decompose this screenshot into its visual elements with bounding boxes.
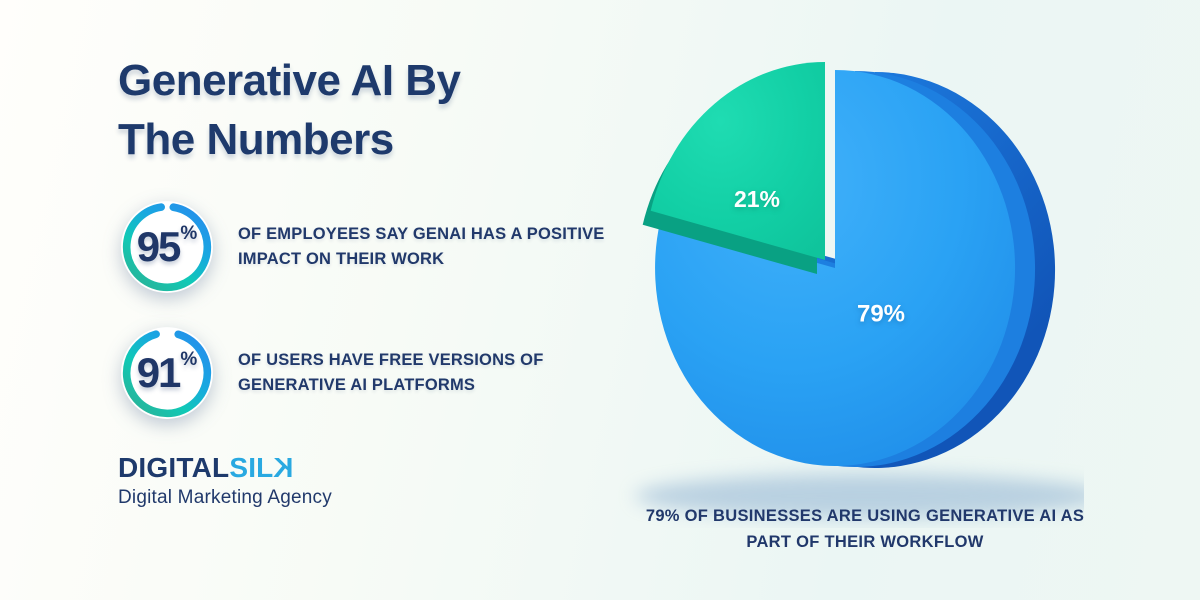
progress-ring-icon: [121, 201, 213, 293]
brand-tagline: Digital Marketing Agency: [118, 487, 332, 508]
pie-chart-graphic: 79% 21%: [635, 62, 1105, 518]
page-title-line-1: Generative AI By: [118, 56, 461, 105]
pie-chart: 79% 21%: [612, 16, 1105, 528]
svg-text:79%: 79%: [857, 300, 905, 327]
brand-name-secondary: SILK: [229, 452, 294, 483]
stat-row-users: 91 % OF USERS HAVE FREE VERSIONS OF GENE…: [118, 324, 623, 422]
percent-sign: %: [180, 223, 198, 244]
brand-name: DIGITALSILK: [118, 452, 332, 484]
stat-ring-95: 95 %: [118, 198, 216, 296]
brand-name-primary: DIGITAL: [118, 452, 230, 483]
stat-row-employees: 95 % OF EMPLOYEES SAY GENAI HAS A POSITI…: [118, 198, 623, 296]
svg-text:21%: 21%: [734, 186, 780, 212]
brand-name-secondary-text: SIL: [229, 452, 274, 483]
stat-value-95: 95 %: [118, 198, 216, 296]
stat-description: OF EMPLOYEES SAY GENAI HAS A POSITIVE IM…: [238, 225, 605, 268]
progress-ring-icon: [121, 327, 213, 419]
stat-description: OF USERS HAVE FREE VERSIONS OF GENERATIV…: [238, 351, 544, 394]
chart-caption: 79% OF BUSINESSES ARE USING GENERATIVE A…: [645, 507, 1085, 552]
percent-sign: %: [180, 349, 198, 370]
stat-number: 95: [136, 223, 182, 270]
brand-mirrored-k: K: [273, 452, 294, 483]
page-title-line-2: The Numbers: [118, 114, 394, 164]
stat-value-91: 91 %: [118, 324, 216, 422]
stat-number: 91: [136, 349, 182, 396]
brand-logo: DIGITALSILK Digital Marketing Agency: [118, 452, 332, 509]
stat-ring-91: 91 %: [118, 324, 216, 422]
page-title: Generative AI By The Numbers: [118, 52, 618, 169]
